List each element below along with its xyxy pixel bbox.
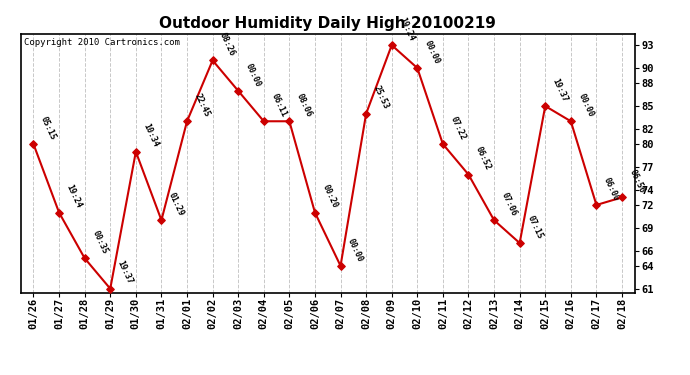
Point (412, 65, 423, 71)
Title: Outdoor Humidity Daily High 20100219: Outdoor Humidity Daily High 20100219 (159, 16, 496, 31)
Text: 08:06: 08:06 (295, 92, 314, 118)
Point (616, 194, 627, 200)
Text: 10:34: 10:34 (141, 123, 160, 149)
Text: 00:35: 00:35 (90, 229, 109, 255)
Point (79, 255, 90, 261)
Text: 01:29: 01:29 (167, 191, 186, 217)
Point (28, 141, 39, 147)
Text: 07:06: 07:06 (500, 191, 518, 217)
Text: 00:00: 00:00 (576, 92, 595, 118)
Text: 19:37: 19:37 (116, 260, 135, 286)
Text: 05:15: 05:15 (39, 115, 58, 141)
Text: Copyright 2010 Cartronics.com: Copyright 2010 Cartronics.com (23, 38, 179, 46)
Point (565, 118, 576, 124)
Text: 00:20: 00:20 (321, 183, 339, 210)
Point (181, 118, 193, 124)
Point (463, 171, 474, 177)
Text: 08:26: 08:26 (218, 31, 237, 58)
Text: 00:00: 00:00 (244, 62, 262, 88)
Point (130, 149, 141, 155)
Point (386, 42, 397, 48)
Text: 07:15: 07:15 (525, 214, 544, 240)
Point (233, 88, 244, 94)
Text: 25:53: 25:53 (372, 84, 391, 111)
Text: 06:52: 06:52 (474, 145, 493, 172)
Point (156, 217, 167, 223)
Text: 06:11: 06:11 (269, 92, 288, 118)
Point (207, 57, 218, 63)
Point (309, 210, 320, 216)
Point (335, 263, 346, 269)
Text: 22:45: 22:45 (193, 92, 211, 118)
Text: 19:24: 19:24 (65, 183, 83, 210)
Point (540, 103, 551, 109)
Point (284, 118, 295, 124)
Point (591, 202, 602, 208)
Text: 06:56: 06:56 (628, 168, 647, 195)
Text: 06:00: 06:00 (602, 176, 621, 202)
Point (54, 210, 65, 216)
Text: 19:24: 19:24 (397, 16, 416, 42)
Text: 19:37: 19:37 (551, 77, 569, 103)
Text: 00:00: 00:00 (346, 237, 365, 263)
Text: 00:00: 00:00 (423, 39, 442, 65)
Point (361, 111, 372, 117)
Point (105, 286, 116, 292)
Point (514, 240, 525, 246)
Point (437, 141, 448, 147)
Point (489, 217, 500, 223)
Text: 07:22: 07:22 (448, 115, 467, 141)
Point (258, 118, 269, 124)
